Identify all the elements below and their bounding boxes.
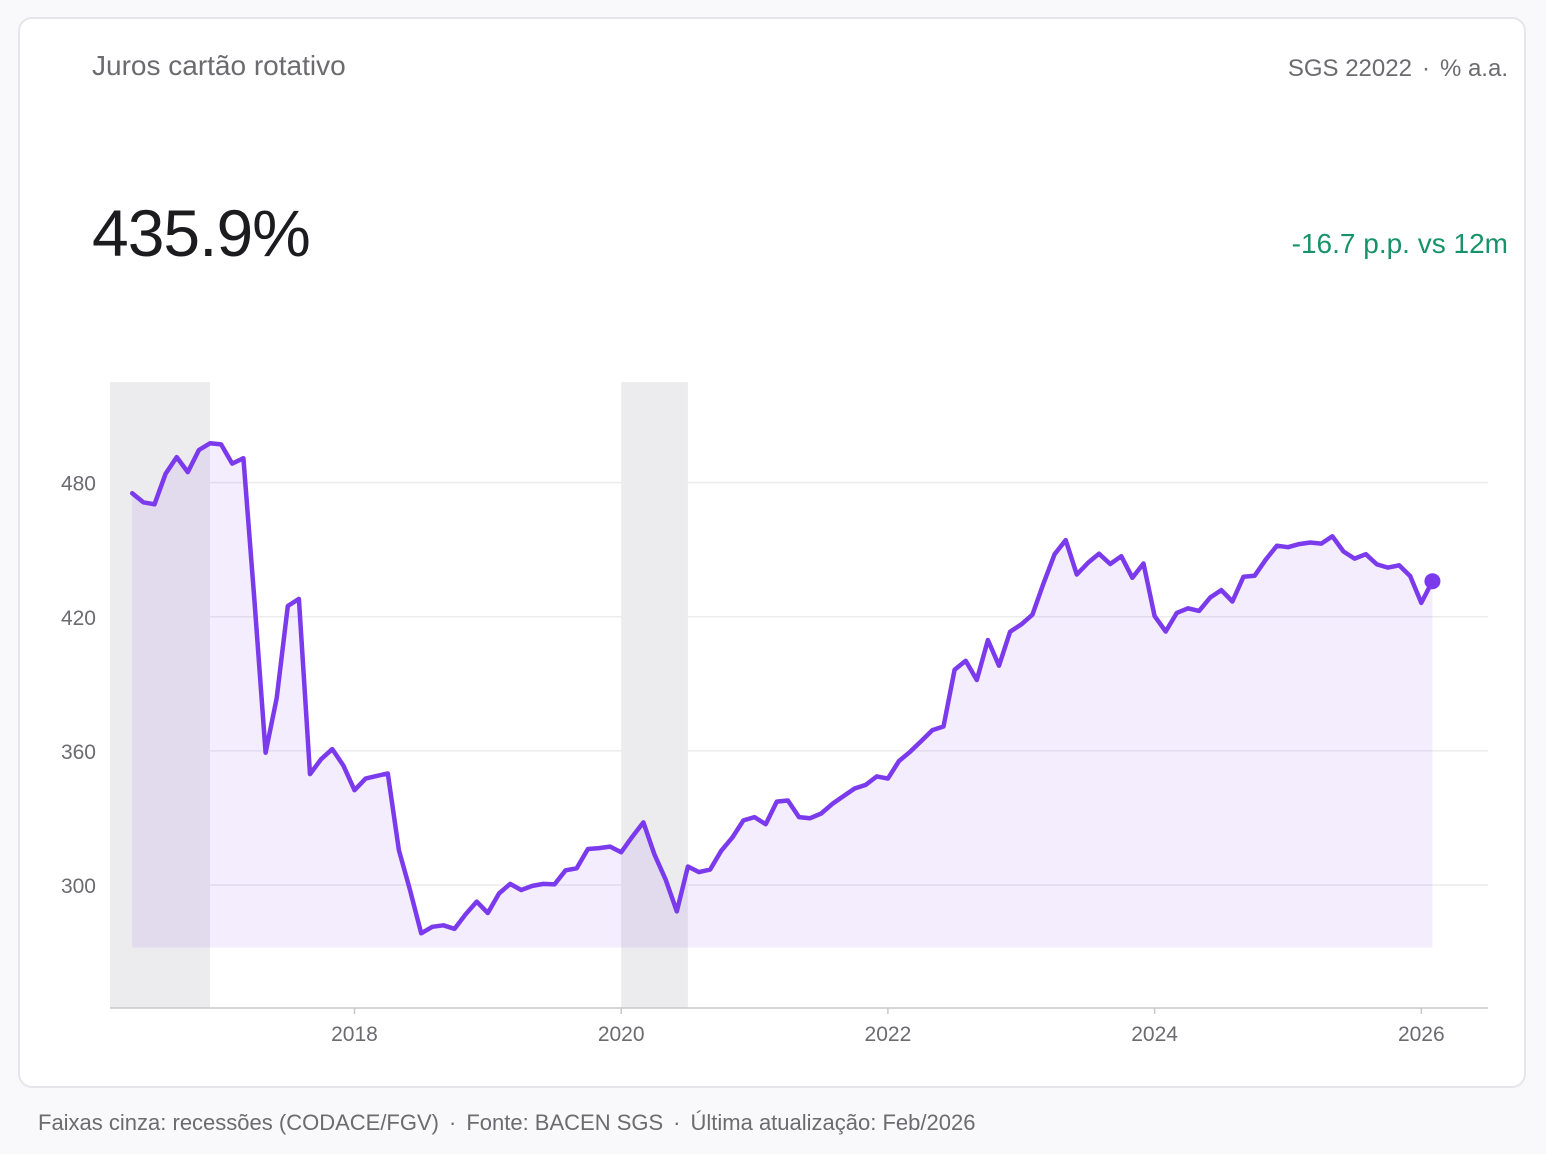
- footer-separator: ·: [673, 1110, 681, 1135]
- y-tick-labels: 300 360 420 480: [61, 473, 96, 898]
- series-meta: SGS 22022 · % a.a.: [1288, 55, 1508, 83]
- chart-title: Juros cartão rotativo: [92, 50, 346, 81]
- x-tick-labels: 2018 2020 2022 2024 2026: [331, 1023, 1445, 1046]
- footer-updated: Última atualização: Feb/2026: [690, 1110, 976, 1135]
- y-tick-label: 420: [61, 607, 96, 630]
- x-tick-label: 2022: [865, 1023, 912, 1046]
- last-point-marker: [1424, 573, 1441, 590]
- last-point-dot: [1424, 573, 1441, 590]
- recession-bands: [110, 382, 688, 1008]
- x-tick-label: 2020: [598, 1023, 645, 1046]
- series-unit: % a.a.: [1439, 55, 1508, 82]
- meta-separator: ·: [1421, 55, 1430, 82]
- chart-card: [18, 17, 1526, 1088]
- delta-badge: -16.7 p.p. vs 12m: [1291, 228, 1508, 259]
- x-tick-label: 2024: [1131, 1023, 1178, 1046]
- x-tick-label: 2026: [1398, 1023, 1445, 1046]
- series-code: SGS 22022: [1287, 55, 1412, 82]
- area-fill: [132, 443, 1433, 948]
- y-tick-label: 480: [61, 473, 96, 496]
- current-value: 435.9%: [92, 196, 311, 270]
- series-line-path: [129, 441, 1435, 936]
- x-axis: [110, 1007, 1488, 1014]
- grid-lines: [110, 481, 1488, 886]
- x-tick-label: 2018: [331, 1023, 378, 1046]
- series-line: [129, 441, 1435, 936]
- y-tick-label: 360: [61, 741, 96, 764]
- footer-note: Faixas cinza: recessões (CODACE/FGV): [38, 1110, 439, 1135]
- footer-source: Fonte: BACEN SGS: [466, 1110, 664, 1135]
- y-tick-label: 300: [61, 875, 96, 898]
- area-fill-path: [132, 443, 1433, 948]
- footer: Faixas cinza: recessões (CODACE/FGV) · Fon…: [38, 1110, 975, 1136]
- footer-separator: ·: [448, 1110, 457, 1135]
